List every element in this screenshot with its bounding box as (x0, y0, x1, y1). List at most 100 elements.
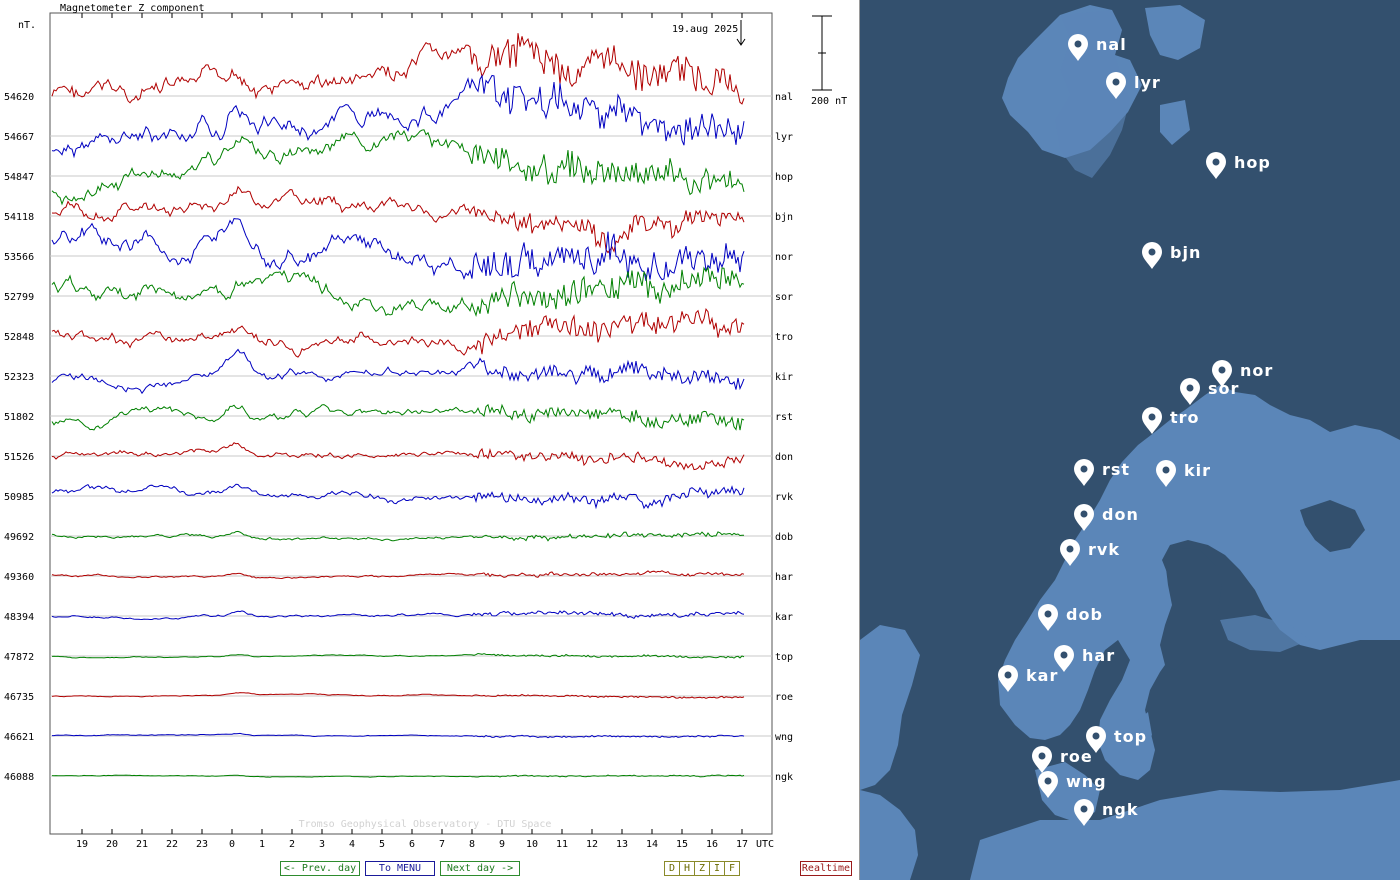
baseline-label-tro: 52848 (4, 332, 34, 343)
watermark: Tromso Geophysical Observatory - DTU Spa… (299, 819, 552, 830)
trace-wng (52, 732, 745, 739)
trace-rst (51, 403, 745, 431)
x-tick-label: 7 (439, 839, 445, 850)
land-barentsoya (1160, 100, 1190, 145)
station-marker-dob[interactable]: dob (1038, 604, 1103, 631)
x-tick-label: 14 (646, 839, 658, 850)
station-marker-hop[interactable]: hop (1206, 152, 1271, 179)
map-pin-hole (1148, 248, 1156, 256)
map-pin-hole (1004, 671, 1012, 679)
land-fennoscandia (998, 385, 1400, 780)
station-marker-kir[interactable]: kir (1156, 460, 1211, 487)
station-map-label: rst (1102, 460, 1130, 479)
station-label-sor: sor (775, 292, 793, 303)
component-d-button[interactable]: D (665, 862, 680, 875)
station-marker-sor[interactable]: sor (1180, 378, 1239, 405)
component-f-button[interactable]: F (728, 863, 736, 874)
station-label-roe: roe (775, 692, 793, 703)
station-map-label: kar (1026, 666, 1058, 685)
station-map-label: nal (1096, 35, 1127, 54)
plot-frame (49, 12, 773, 835)
station-label-rst: rst (775, 412, 793, 423)
component-h-button[interactable]: H (680, 862, 695, 875)
station-map-label: har (1082, 646, 1115, 665)
prev-day-button[interactable]: <- Prev. day (280, 861, 360, 876)
menu-button[interactable]: To MENU (365, 861, 435, 876)
station-map-label: rvk (1088, 540, 1120, 559)
x-tick-label: 19 (76, 839, 88, 850)
component-i-button[interactable]: I (710, 862, 725, 875)
map-pin-hole (1218, 366, 1226, 374)
station-label-lyr: lyr (775, 132, 793, 143)
station-map-label: lyr (1134, 73, 1161, 92)
station-marker-ngk[interactable]: ngk (1074, 799, 1138, 826)
trace-kir (51, 348, 745, 395)
station-label-don: don (775, 452, 793, 463)
baseline-label-bjn: 54118 (4, 212, 34, 223)
trace-hop (51, 129, 745, 206)
trace-roe (51, 692, 745, 699)
baseline-label-kir: 52323 (4, 372, 34, 383)
trace-bjn (51, 185, 745, 254)
date-label: 19.aug 2025 (672, 24, 738, 35)
station-marker-rvk[interactable]: rvk (1060, 539, 1120, 566)
baseline-label-hop: 54847 (4, 172, 34, 183)
x-tick-label: 3 (319, 839, 325, 850)
station-marker-nal[interactable]: nal (1068, 34, 1127, 61)
trace-ngk (51, 774, 745, 778)
station-marker-kar[interactable]: kar (998, 665, 1058, 692)
station-label-top: top (775, 652, 793, 663)
gulf-of-bothnia (1160, 548, 1222, 670)
x-tick-label: 17 (736, 839, 748, 850)
map-pin-hole (1060, 651, 1068, 659)
station-map-label: dob (1066, 605, 1103, 624)
x-tick-label: 6 (409, 839, 415, 850)
next-day-button[interactable]: Next day -> (440, 861, 520, 876)
x-tick-label: 13 (616, 839, 628, 850)
baseline-label-sor: 52799 (4, 292, 34, 303)
baseline-label-dob: 49692 (4, 532, 34, 543)
x-tick-label: 20 (106, 839, 118, 850)
map-pin-hole (1112, 78, 1120, 86)
station-map-label: kir (1184, 461, 1211, 480)
station-marker-lyr[interactable]: lyr (1106, 72, 1161, 99)
station-marker-top[interactable]: top (1086, 726, 1147, 753)
station-label-har: har (775, 572, 793, 583)
map-pin-hole (1044, 777, 1052, 785)
station-marker-har[interactable]: har (1054, 645, 1115, 672)
baseline-label-wng: 46621 (4, 732, 34, 743)
x-tick-label: 10 (526, 839, 538, 850)
station-map-label: wng (1066, 772, 1107, 791)
map-pin-hole (1080, 510, 1088, 518)
station-marker-roe[interactable]: roe (1032, 746, 1093, 773)
station-map-label: bjn (1170, 243, 1201, 262)
baseline-label-nal: 54620 (4, 92, 34, 103)
station-marker-nor[interactable]: nor (1212, 360, 1273, 387)
map-pin-hole (1074, 40, 1082, 48)
map-pin-hole (1092, 732, 1100, 740)
station-marker-rst[interactable]: rst (1074, 459, 1130, 486)
x-tick-label: 21 (136, 839, 148, 850)
map-pin-hole (1038, 752, 1046, 760)
component-z-button[interactable]: Z (695, 862, 710, 875)
station-marker-tro[interactable]: tro (1142, 407, 1200, 434)
station-map-label: tro (1170, 408, 1200, 427)
x-tick-label: 22 (166, 839, 178, 850)
station-marker-wng[interactable]: wng (1038, 771, 1107, 798)
baseline-label-rst: 51802 (4, 412, 34, 423)
realtime-button[interactable]: Realtime (800, 861, 852, 876)
station-marker-bjn[interactable]: bjn (1142, 242, 1201, 269)
station-map-label: roe (1060, 747, 1093, 766)
scale-label: 200 nT (811, 96, 847, 107)
station-label-hop: hop (775, 172, 793, 183)
station-label-wng: wng (775, 732, 793, 743)
unit-label: nT. (18, 20, 36, 31)
map-pin-hole (1066, 545, 1074, 553)
x-tick-label: 8 (469, 839, 475, 850)
station-marker-don[interactable]: don (1074, 504, 1139, 531)
map-pin-hole (1080, 465, 1088, 473)
map-pin-hole (1044, 610, 1052, 618)
trace-nor (51, 218, 745, 282)
